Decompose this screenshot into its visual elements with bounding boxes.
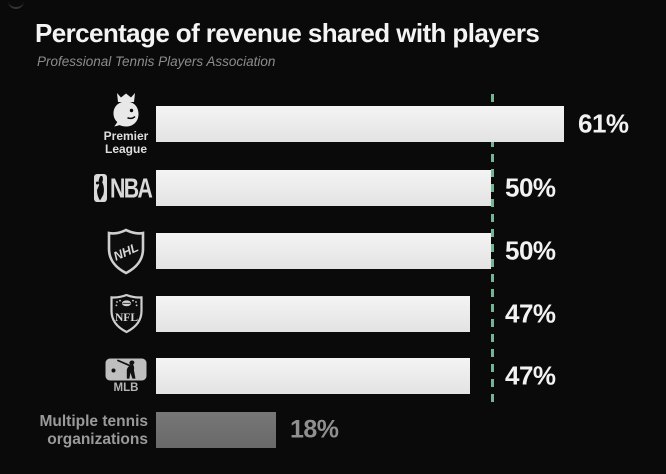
mlb-wordmark: MLB <box>113 381 139 394</box>
value-label-multiple-tennis-organizations: 18% <box>290 415 339 444</box>
chart-title: Percentage of revenue shared with player… <box>35 18 540 48</box>
svg-text:NFL: NFL <box>115 312 138 324</box>
bar-row-nba: 50% NBA <box>0 170 666 206</box>
bar-nhl <box>156 233 491 269</box>
bar-row-mlb: 47% MLB <box>0 358 666 394</box>
logo-cell-premier-league: Premier League <box>90 90 162 158</box>
nhl-icon: NHL <box>105 228 147 275</box>
bar-multiple-tennis-organizations <box>156 412 276 448</box>
bar-nba <box>156 170 491 206</box>
logo-cell-mlb: MLB <box>90 354 162 398</box>
nba-wordmark: NBA <box>109 171 153 204</box>
bar-row-premier-league: 61% Premier League <box>0 92 666 155</box>
logo-cell-nba: NBA <box>93 170 159 206</box>
chart-subtitle: Professional Tennis Players Association <box>37 54 276 69</box>
value-label-nba: 50% <box>505 172 556 203</box>
corner-artifact <box>8 0 24 9</box>
bar-row-nhl: 50% NHL <box>0 228 666 275</box>
logo-cell-nhl: NHL <box>90 228 162 275</box>
nba-icon <box>93 174 107 202</box>
reference-line-50pct <box>491 94 494 402</box>
premier-league-icon <box>106 92 146 129</box>
league-caption: Premier League <box>103 128 149 156</box>
value-label-nfl: 47% <box>505 298 556 329</box>
value-label-premier-league: 61% <box>578 108 629 139</box>
bar-row-nfl: 47% NFL <box>0 294 666 334</box>
bar-premier-league <box>156 106 564 142</box>
value-label-nhl: 50% <box>505 235 556 266</box>
category-label-multiple-tennis-organizations: Multiple tennis organizations <box>39 413 149 448</box>
bar-row-multiple-tennis-organizations: 18% Multiple tennis organizations <box>0 412 666 448</box>
bar-nfl <box>156 296 470 332</box>
logo-cell-nfl: NFL <box>90 294 162 334</box>
bar-mlb <box>156 358 470 394</box>
mlb-icon <box>105 358 147 381</box>
value-label-mlb: 47% <box>505 360 556 391</box>
nfl-icon: NFL <box>109 294 144 334</box>
